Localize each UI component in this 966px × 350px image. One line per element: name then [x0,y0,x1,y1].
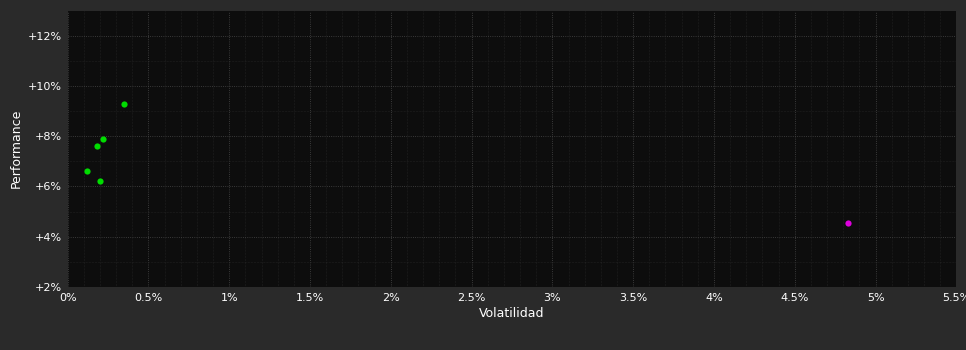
Y-axis label: Performance: Performance [10,109,22,188]
Point [79,169,95,174]
Point [840,220,856,226]
Point [117,101,132,106]
Point [89,144,104,149]
Point [92,178,107,184]
X-axis label: Volatilidad: Volatilidad [479,307,545,320]
Point [96,136,111,141]
